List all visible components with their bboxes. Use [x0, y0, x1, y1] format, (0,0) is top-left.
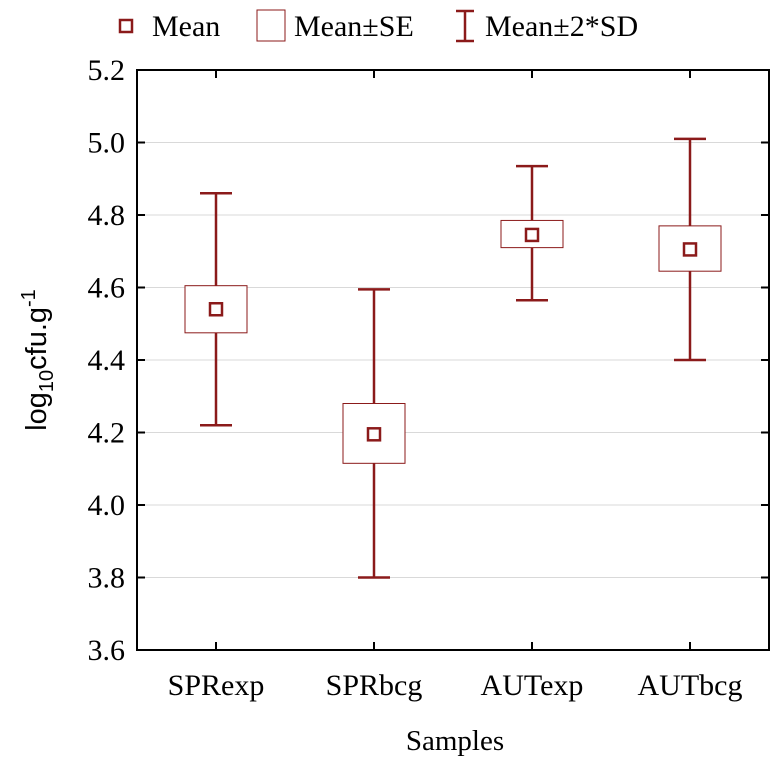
- box-SPRbcg: [342, 288, 406, 579]
- y-axis: 3.6 3.8 4.0 4.2 4.4 4.6 4.8 5.0 5.2: [88, 54, 769, 667]
- legend: Mean Mean±SE Mean±2*SD: [118, 9, 638, 43]
- grid: [137, 142, 769, 578]
- legend-mean-marker: [118, 18, 134, 34]
- box-AUTexp: [500, 164, 564, 302]
- y-tick-label: 5.0: [88, 127, 126, 160]
- x-tick-label: SPRbcg: [326, 669, 423, 702]
- y-tick-label: 4.2: [88, 417, 126, 450]
- plot-frame: [136, 69, 770, 651]
- legend-se-marker: [256, 9, 286, 42]
- y-tick-label: 3.8: [88, 562, 126, 595]
- mean-marker: [524, 227, 540, 243]
- series: [184, 137, 722, 579]
- y-tick-label: 4.0: [88, 489, 126, 522]
- x-axis-title: Samples: [406, 725, 504, 757]
- y-axis-title-sub: 10: [36, 370, 58, 392]
- x-tick-label: SPRexp: [168, 669, 265, 702]
- y-tick-label: 4.8: [88, 199, 126, 232]
- legend-se-label: Mean±SE: [294, 10, 414, 43]
- mean-marker: [366, 427, 382, 442]
- y-tick-label: 4.4: [88, 344, 126, 377]
- x-axis: SPRexp SPRbcg AUTexp AUTbcg: [168, 70, 743, 702]
- mean-marker: [682, 242, 698, 257]
- legend-sd-label: Mean±2*SD: [485, 10, 638, 43]
- y-axis-title-unit: cfu.g: [21, 307, 53, 370]
- y-tick-label: 4.6: [88, 272, 126, 305]
- x-tick-label: AUTexp: [481, 669, 584, 702]
- y-axis-title-log: log: [21, 392, 53, 431]
- mean-marker: [208, 302, 224, 317]
- legend-mean-label: Mean: [152, 10, 220, 43]
- legend-sd-marker: [456, 9, 474, 43]
- y-axis-title-sup: -1: [18, 289, 40, 307]
- box-SPRexp: [184, 192, 248, 427]
- y-tick-label: 3.6: [88, 634, 126, 667]
- y-tick-label: 5.2: [88, 54, 126, 87]
- y-axis-title: log10cfu.g-1: [18, 289, 58, 431]
- box-AUTbcg: [658, 137, 722, 362]
- x-tick-label: AUTbcg: [638, 669, 743, 702]
